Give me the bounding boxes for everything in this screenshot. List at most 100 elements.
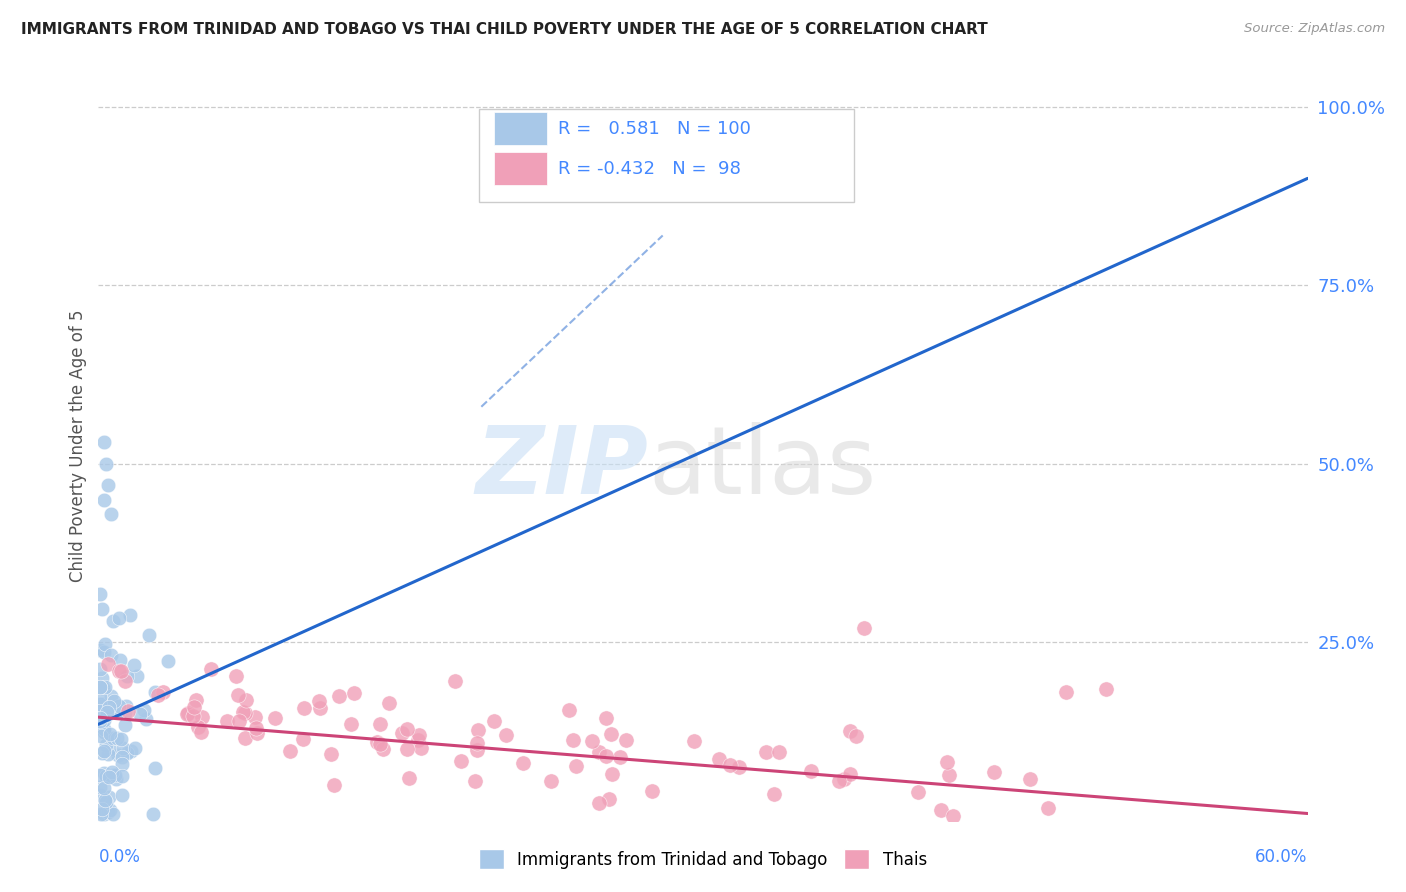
Point [226, 688, 249, 702]
Point [512, 756, 534, 771]
Point [89, 704, 111, 718]
Point [278, 744, 301, 758]
Point [755, 745, 778, 759]
Point [103, 705, 125, 719]
Point [111, 750, 134, 764]
Point [97, 657, 120, 671]
Point [111, 769, 134, 783]
Point [93, 765, 115, 780]
Point [235, 693, 257, 707]
Point [1019, 772, 1042, 787]
Point [115, 746, 138, 760]
Point [91, 699, 114, 714]
Point [91, 681, 114, 695]
Point [124, 741, 146, 756]
Point [100, 507, 122, 521]
Point [94, 793, 117, 807]
Point [93, 435, 115, 450]
Point [98, 790, 121, 805]
Point [215, 714, 238, 728]
Point [146, 688, 169, 702]
Point [225, 669, 247, 683]
Point [143, 761, 166, 775]
Point [398, 771, 420, 785]
Point [343, 686, 366, 700]
Point [246, 725, 269, 739]
Point [110, 665, 132, 679]
Point [90, 671, 112, 685]
Point [907, 785, 929, 799]
Point [682, 734, 704, 748]
Point [595, 748, 617, 763]
Point [609, 749, 631, 764]
Point [107, 664, 129, 678]
Point [292, 731, 315, 746]
Point [152, 685, 174, 699]
Point [98, 727, 121, 741]
Point [588, 796, 610, 810]
Point [114, 699, 136, 714]
Point [328, 689, 350, 703]
Point [108, 699, 131, 714]
Point [309, 701, 332, 715]
Point [157, 654, 180, 668]
Point [495, 728, 517, 742]
Point [409, 740, 432, 755]
Point [91, 746, 114, 760]
Point [97, 478, 120, 492]
Point [450, 754, 472, 768]
Point [89, 680, 111, 694]
Point [200, 662, 222, 676]
Point [396, 722, 419, 736]
Point [108, 653, 131, 667]
Point [94, 637, 117, 651]
Point [371, 742, 394, 756]
Point [581, 734, 603, 748]
Point [89, 698, 111, 712]
Text: 60.0%: 60.0% [1256, 848, 1308, 866]
Point [558, 703, 581, 717]
Point [94, 795, 117, 809]
Point [89, 680, 111, 694]
Point [103, 694, 125, 708]
Point [89, 642, 111, 657]
Point [100, 689, 122, 703]
Point [942, 809, 965, 823]
Point [370, 737, 392, 751]
Point [107, 706, 129, 720]
Point [90, 712, 112, 726]
Point [983, 764, 1005, 779]
Point [709, 752, 731, 766]
Point [600, 767, 623, 781]
Point [107, 611, 129, 625]
Y-axis label: Child Poverty Under the Age of 5: Child Poverty Under the Age of 5 [69, 310, 87, 582]
Point [89, 586, 111, 600]
Point [832, 772, 855, 786]
Point [191, 710, 214, 724]
Point [96, 457, 118, 471]
Text: R =   0.581   N = 100: R = 0.581 N = 100 [558, 120, 751, 138]
Point [232, 705, 254, 719]
Point [100, 648, 122, 662]
Point [368, 717, 391, 731]
Point [484, 714, 506, 728]
Point [90, 706, 112, 721]
Point [319, 747, 342, 762]
Point [263, 711, 285, 725]
Point [89, 662, 111, 676]
Point [292, 701, 315, 715]
Point [718, 758, 741, 772]
Point [800, 764, 823, 779]
Point [100, 765, 122, 780]
Point [98, 769, 121, 783]
Point [641, 784, 664, 798]
Point [128, 706, 150, 721]
Point [727, 760, 749, 774]
Point [464, 773, 486, 788]
Point [89, 714, 111, 728]
Point [114, 718, 136, 732]
Point [391, 725, 413, 739]
Point [103, 768, 125, 782]
Point [561, 733, 583, 747]
Point [93, 722, 115, 736]
